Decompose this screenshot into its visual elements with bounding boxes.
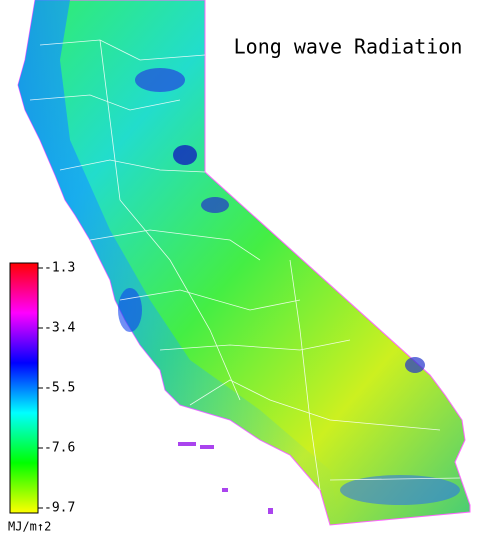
coastal-band <box>18 0 340 525</box>
california <box>17 0 471 526</box>
map-title: Long wave Radiation <box>234 35 463 59</box>
colorbar-scale <box>9 262 39 514</box>
colorbar-tick-label: -7.6 <box>44 441 75 456</box>
mountain-patch <box>173 145 197 165</box>
colorbar: -1.3 -3.4 -5.5 -7.6 -9.7 <box>9 261 75 516</box>
state-shape <box>17 0 471 526</box>
colorbar-unit: MJ/m↑2 <box>8 520 51 534</box>
coast-patch <box>340 475 460 505</box>
coast-patch <box>118 288 142 332</box>
colorbar-tick-label: -5.5 <box>44 381 75 396</box>
mountain-patch <box>405 357 425 373</box>
colorbar-tick-label: -9.7 <box>44 501 75 516</box>
mountain-patch <box>135 68 185 92</box>
islands <box>178 442 273 514</box>
county-lines <box>29 39 461 491</box>
colorbar-tick-label: -1.3 <box>44 261 75 276</box>
mountain-patch <box>201 197 229 213</box>
colorbar-tick-label: -3.4 <box>44 321 75 336</box>
